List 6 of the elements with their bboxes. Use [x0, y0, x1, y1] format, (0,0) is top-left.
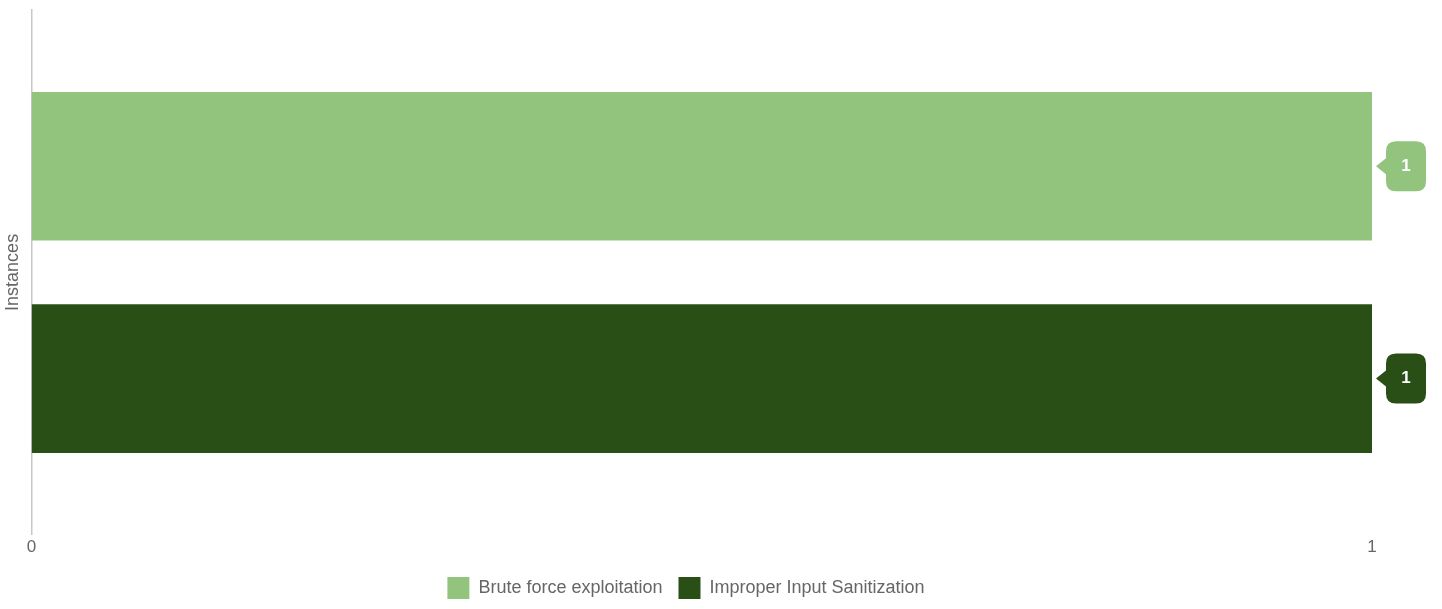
legend-label: Improper Input Sanitization [709, 576, 925, 597]
legend-label: Brute force exploitation [478, 576, 663, 597]
data-label: 1 [1401, 368, 1411, 388]
data-label: 1 [1401, 155, 1411, 175]
y-axis-title: Instances [1, 233, 22, 311]
x-tick-label: 0 [26, 537, 37, 557]
